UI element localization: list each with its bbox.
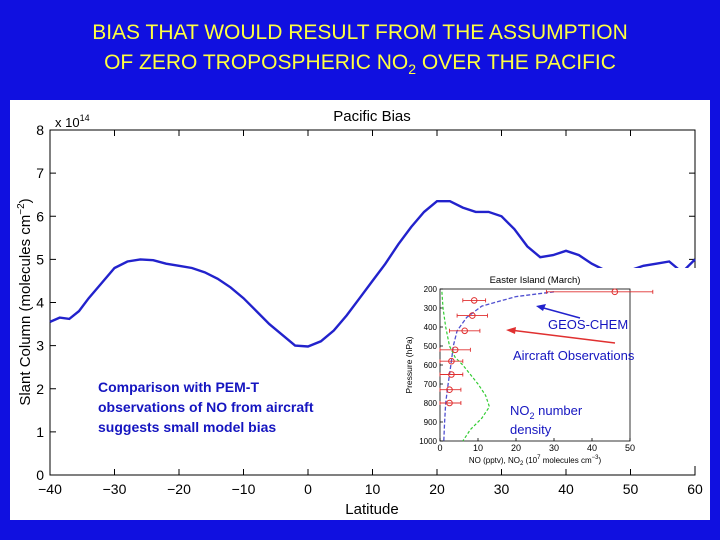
main-x-tick-label: 30 <box>494 481 510 497</box>
main-y-tick-label: 3 <box>36 338 44 354</box>
inset-x-tick-label: 50 <box>625 443 635 453</box>
title-line-2: OF ZERO TROPOSPHERIC NO2 OVER THE PACIFI… <box>0 48 720 84</box>
inset-x-tick-label: 40 <box>587 443 597 453</box>
main-x-tick-label: 40 <box>558 481 574 497</box>
main-chart-title: Pacific Bias <box>333 108 411 125</box>
main-x-tick-label: 50 <box>623 481 639 497</box>
inset-x-tick-label: 0 <box>437 443 442 453</box>
main-x-tick-label: 60 <box>687 481 703 497</box>
y-scale-exponent: 14 <box>80 113 90 123</box>
inset-y-tick-label: 800 <box>424 399 438 408</box>
no2-number-density-label-1: NO2 number <box>510 403 583 421</box>
inset-background <box>410 268 710 466</box>
main-y-tick-label: 5 <box>36 251 44 267</box>
inset-y-tick-label: 300 <box>424 304 438 313</box>
inset-y-tick-label: 500 <box>424 342 438 351</box>
main-x-tick-label: −20 <box>167 481 191 497</box>
main-y-tick-label: 7 <box>36 165 44 181</box>
no2-label-tail: number <box>535 403 583 418</box>
obs-point <box>446 386 453 394</box>
inset-x-tick-label: 30 <box>549 443 559 453</box>
main-x-tick-label: −10 <box>232 481 256 497</box>
aircraft-arrowhead <box>506 327 516 334</box>
inset-xlabel-post: molecules cm <box>540 456 591 465</box>
chart-panel: −40 −30 −20 −10 0 10 20 30 40 50 60 0 1 2 3 4 5 6 7 8 Pacif… <box>10 100 710 520</box>
inset-x-tick-label: 10 <box>473 443 483 453</box>
slide-title: BIAS THAT WOULD RESULT FROM THE ASSUMPTI… <box>0 18 720 84</box>
inset-x-tick-label: 20 <box>511 443 521 453</box>
aircraft-arrow <box>509 329 616 344</box>
no2-label-sub: 2 <box>530 411 535 421</box>
comparison-line-2: observations of NO from aircraft <box>98 399 314 415</box>
pacific-bias-line <box>49 200 696 348</box>
inset-ticks <box>439 288 631 442</box>
main-y-tick-label: 0 <box>36 467 44 483</box>
y-scale-label: x 1014 <box>55 113 90 130</box>
y-label-close: ) <box>17 198 34 203</box>
inset-xlabel-sub: 2 <box>520 461 524 467</box>
inset-xlabel-mid: (10 <box>523 456 537 465</box>
obs-point <box>461 327 469 335</box>
title-line-2-text: OF ZERO TROPOSPHERIC NO <box>104 51 409 74</box>
inset-y-tick-label: 400 <box>424 323 438 332</box>
main-y-tick-label: 4 <box>36 295 44 311</box>
obs-point <box>448 371 455 378</box>
obs-point <box>470 297 478 304</box>
aircraft-observations-label: Aircraft Observations <box>513 348 635 363</box>
obs-point <box>611 288 619 296</box>
comparison-line-1: Comparison with PEM-T <box>98 379 259 395</box>
obs-point <box>469 312 476 319</box>
obs-point <box>448 357 455 365</box>
main-y-tick-label: 6 <box>36 208 44 224</box>
aircraft-observations <box>439 288 654 407</box>
inset-title: Easter Island (March) <box>490 275 581 286</box>
title-line-2-tail: OVER THE PACIFIC <box>416 51 616 74</box>
no2-number-density-line <box>441 291 491 442</box>
main-x-tick-label: 0 <box>304 481 312 497</box>
inset-y-tick-label: 200 <box>424 285 438 294</box>
main-ticks <box>49 129 696 476</box>
obs-point <box>446 399 453 407</box>
inset-xlabel-text: NO (pptv), NO <box>469 456 520 465</box>
inset-xlabel-sup2: −3 <box>592 455 600 461</box>
inset-xlabel-end: ) <box>598 456 601 465</box>
y-label-text: Slant Column (molecules cm <box>17 215 34 406</box>
inset-y-tick-label: 1000 <box>419 437 437 446</box>
y-label-superscript: −2 <box>16 203 27 215</box>
main-x-tick-label: 10 <box>365 481 381 497</box>
inset-y-tick-label: 600 <box>424 361 438 370</box>
main-y-tick-label: 8 <box>36 122 44 138</box>
main-x-tick-label: −30 <box>103 481 127 497</box>
no2-label-text: NO <box>510 403 530 418</box>
main-x-tick-label: 20 <box>429 481 445 497</box>
comparison-annotation: Comparison with PEM-T observations of NO… <box>98 379 314 435</box>
y-scale-base: x 10 <box>55 115 80 130</box>
obs-point <box>451 346 459 354</box>
main-y-tick-label: 2 <box>36 381 44 397</box>
geos-chem-model-line <box>443 291 555 442</box>
geos-chem-label: GEOS-CHEM <box>548 317 628 332</box>
main-x-tick-label: −40 <box>38 481 62 497</box>
inset-x-axis-label: NO (pptv), NO2 (107 molecules cm−3) <box>469 455 602 467</box>
inset-xlabel-sup: 7 <box>537 455 541 461</box>
main-x-axis-label: Latitude <box>345 501 398 518</box>
title-line-1: BIAS THAT WOULD RESULT FROM THE ASSUMPTI… <box>92 21 628 44</box>
no2-number-density-label-2: density <box>510 422 552 437</box>
geos-chem-arrow <box>539 306 581 319</box>
inset-y-tick-label: 700 <box>424 380 438 389</box>
inset-y-tick-label: 900 <box>424 418 438 427</box>
inset-tick-labels: 0 10 20 30 40 50 200 300 400 500 600 700 800 900 1000 <box>419 285 635 453</box>
comparison-line-3: suggests small model bias <box>98 419 276 435</box>
main-y-axis-label: Slant Column (molecules cm−2) <box>16 198 34 405</box>
main-y-tick-label: 1 <box>36 424 44 440</box>
geos-chem-arrowhead <box>536 304 546 311</box>
inset-y-axis-label: Pressure (hPa) <box>404 336 414 393</box>
title-line-2-subscript: 2 <box>408 61 417 78</box>
